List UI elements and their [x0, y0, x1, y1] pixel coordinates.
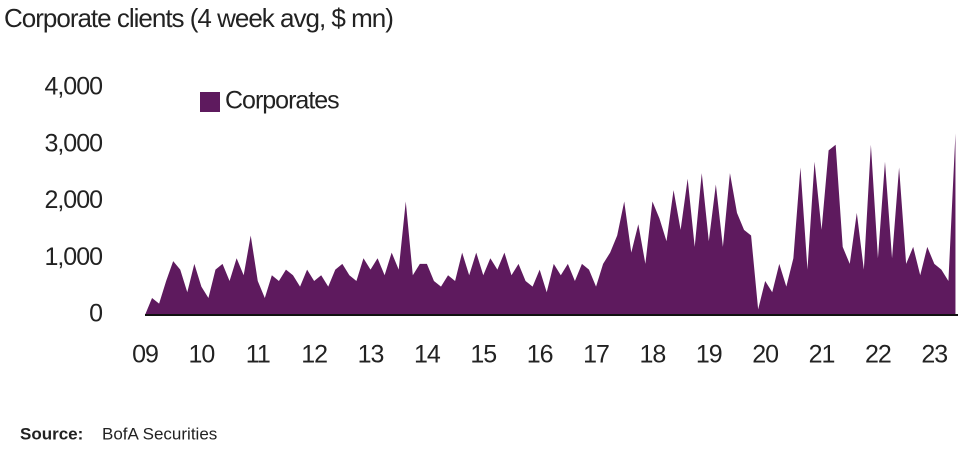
x-tick-label: 13	[358, 341, 384, 369]
x-tick-label: 16	[527, 341, 553, 369]
legend-swatch	[200, 92, 220, 112]
x-tick-label: 15	[470, 341, 496, 369]
y-tick-label: 3,000	[44, 129, 102, 157]
area	[145, 133, 956, 315]
x-tick-label: 20	[752, 341, 778, 369]
x-tick-label: 14	[414, 341, 441, 369]
x-tick-label: 10	[188, 341, 214, 369]
x-tick-label: 09	[132, 341, 158, 369]
x-tick-label: 21	[809, 341, 835, 369]
y-tick-label: 2,000	[44, 186, 102, 214]
y-tick-label: 0	[89, 300, 102, 328]
legend-label: Corporates	[225, 87, 339, 115]
x-tick-label: 17	[583, 341, 609, 369]
chart-title: Corporate clients (4 week avg, $ mn)	[4, 3, 393, 33]
source-label: Source:	[20, 424, 83, 443]
x-tick-label: 12	[301, 341, 327, 369]
source: BofA Securities	[102, 424, 217, 443]
x-tick-label: 22	[865, 341, 891, 369]
x-tick-label: 19	[696, 341, 722, 369]
x-tick-label: 18	[640, 341, 666, 369]
x-tick-label: 23	[921, 341, 947, 369]
y-tick-label: 4,000	[44, 73, 102, 101]
x-tick-label: 11	[246, 341, 270, 369]
y-tick-label: 1,000	[44, 243, 102, 271]
